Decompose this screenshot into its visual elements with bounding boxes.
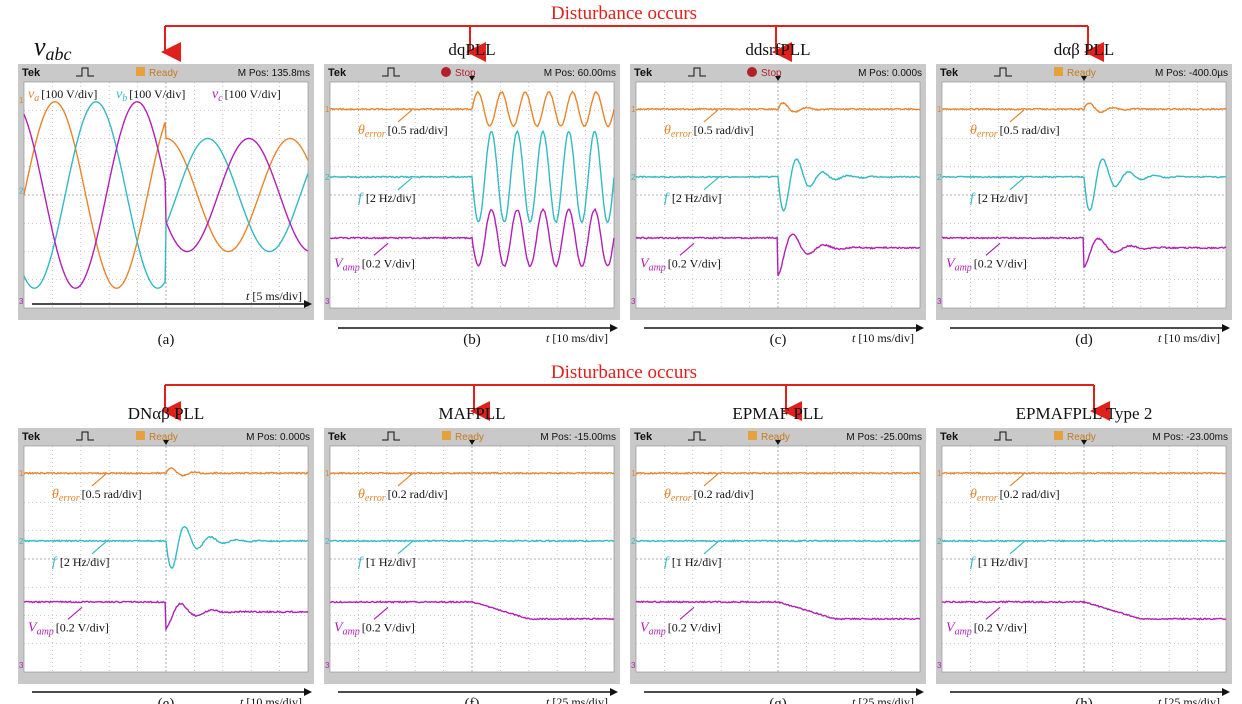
panel-title: vabc xyxy=(34,32,72,64)
panel-title: dqPLL xyxy=(448,40,495,59)
channel-marker: 1 xyxy=(325,105,330,114)
channel-marker: 3 xyxy=(937,661,942,670)
channel-marker: 3 xyxy=(19,297,24,306)
scope-panel-e: Tek Ready M Pos: 0.000s 1 2 3 θerror [0.5 rad/d… xyxy=(18,404,314,704)
channel-marker: 2 xyxy=(325,173,330,182)
scope-panel-a: Tek Ready M Pos: 135.8ms 1 2 3 va [100 V/div] vb… xyxy=(18,32,314,348)
tek-label: Tek xyxy=(940,431,959,443)
panel-title: dαβ PLL xyxy=(1054,40,1115,59)
status-label: Ready xyxy=(1067,432,1096,443)
tek-label: Tek xyxy=(634,67,653,79)
tek-label: Tek xyxy=(328,431,347,443)
channel-marker: 2 xyxy=(937,537,942,546)
panel-caption: (g) xyxy=(769,696,787,704)
channel-marker: 3 xyxy=(631,661,636,670)
time-scale-label: t [10 ms/div] xyxy=(1158,331,1220,345)
panel-title: EPMAFPLL Type 2 xyxy=(1016,404,1153,423)
signal-label: f [1 Hz/div] xyxy=(358,555,416,570)
signal-label: f [1 Hz/div] xyxy=(970,555,1028,570)
ready-icon xyxy=(442,431,451,440)
channel-marker: 3 xyxy=(325,661,330,670)
scope-panel-d: Tek Ready M Pos: -400.0µs123θerror [0.5 rad… xyxy=(936,40,1232,348)
mpos-label: M Pos: 60.00ms xyxy=(544,68,616,79)
ready-icon xyxy=(1054,431,1063,440)
status-label: Ready xyxy=(149,432,178,443)
panel-caption: (c) xyxy=(770,332,787,348)
panel-caption: (b) xyxy=(463,332,481,348)
panel-caption: (d) xyxy=(1075,332,1093,348)
channel-marker: 1 xyxy=(19,96,24,105)
scope-panel-g: Tek Ready M Pos: -25.00ms 1 2 3 θerror [0.2 rad… xyxy=(630,404,926,704)
ready-icon xyxy=(748,431,757,440)
ready-icon xyxy=(136,431,145,440)
scope-panel-f: Tek Ready M Pos: -15.00ms123θerror [0.2 rad… xyxy=(324,404,620,704)
channel-marker: 2 xyxy=(19,186,24,195)
mpos-label: M Pos: -15.00ms xyxy=(540,432,616,443)
mpos-label: M Pos: -400.0µs xyxy=(1155,68,1228,79)
time-scale-label: t [25 ms/div] xyxy=(852,695,914,704)
mpos-label: M Pos: -25.00ms xyxy=(846,432,922,443)
panel-title: ddsrfPLL xyxy=(745,40,810,59)
scope-panel-h: Tek Ready M Pos: -23.00ms 1 2 3 θerror [0.2 rad… xyxy=(936,404,1232,704)
channel-marker: 2 xyxy=(19,537,24,546)
panel-caption: (e) xyxy=(158,696,175,704)
scope-panel-b: Tek Stop M Pos: 60.00ms123θerror [0.5 rad/d… xyxy=(324,40,620,348)
time-scale-label: t [25 ms/div] xyxy=(546,695,608,704)
trace-theta-error xyxy=(942,473,1226,474)
channel-marker: 1 xyxy=(631,469,636,478)
mpos-label: M Pos: 135.8ms xyxy=(238,68,310,79)
stop-icon xyxy=(441,67,451,77)
status-label: Ready xyxy=(149,68,178,79)
time-scale-label: t [25 ms/div] xyxy=(1158,695,1220,704)
channel-marker: 1 xyxy=(937,469,942,478)
ready-icon xyxy=(1054,67,1063,76)
time-scale-label: t [10 ms/div] xyxy=(240,695,302,704)
signal-label: f [2 Hz/div] xyxy=(358,191,416,206)
banner-top: Disturbance occurs xyxy=(551,3,697,24)
channel-marker: 2 xyxy=(631,173,636,182)
tek-label: Tek xyxy=(328,67,347,79)
tek-label: Tek xyxy=(22,431,41,443)
tek-label: Tek xyxy=(940,67,959,79)
channel-marker: 1 xyxy=(325,469,330,478)
signal-label: f [1 Hz/div] xyxy=(664,555,722,570)
banner-bottom: Disturbance occurs xyxy=(551,362,697,383)
time-scale-label: t [10 ms/div] xyxy=(546,331,608,345)
stop-icon xyxy=(747,67,757,77)
signal-label: f [2 Hz/div] xyxy=(664,191,722,206)
ready-icon xyxy=(136,67,145,76)
channel-marker: 3 xyxy=(937,297,942,306)
signal-label: f [2 Hz/div] xyxy=(970,191,1028,206)
channel-marker: 2 xyxy=(631,537,636,546)
tek-label: Tek xyxy=(634,431,653,443)
status-label: Ready xyxy=(455,432,484,443)
panel-title: EPMAF PLL xyxy=(732,404,823,423)
scope-panel-c: Tek Stop M Pos: 0.000s 1 2 3 θerror [0.5 rad/di… xyxy=(630,40,926,348)
channel-marker: 1 xyxy=(631,105,636,114)
time-scale-label: t [5 ms/div] xyxy=(246,289,302,303)
channel-marker: 3 xyxy=(631,297,636,306)
time-scale-label: t [10 ms/div] xyxy=(852,331,914,345)
tek-label: Tek xyxy=(22,67,41,79)
panel-title: DNαβ PLL xyxy=(128,404,205,423)
panel-caption: (a) xyxy=(158,332,175,348)
panel-caption: (h) xyxy=(1075,696,1093,704)
channel-marker: 2 xyxy=(937,173,942,182)
mpos-label: M Pos: 0.000s xyxy=(858,68,922,79)
mpos-label: M Pos: 0.000s xyxy=(246,432,310,443)
panel-caption: (f) xyxy=(465,696,480,704)
mpos-label: M Pos: -23.00ms xyxy=(1152,432,1228,443)
channel-marker: 3 xyxy=(325,297,330,306)
channel-marker: 1 xyxy=(937,105,942,114)
signal-label: f [2 Hz/div] xyxy=(52,555,110,570)
channel-marker: 2 xyxy=(325,537,330,546)
channel-marker: 3 xyxy=(19,661,24,670)
status-label: Ready xyxy=(761,432,790,443)
panel-title: MAFPLL xyxy=(438,404,505,423)
channel-marker: 1 xyxy=(19,469,24,478)
status-label: Ready xyxy=(1067,68,1096,79)
